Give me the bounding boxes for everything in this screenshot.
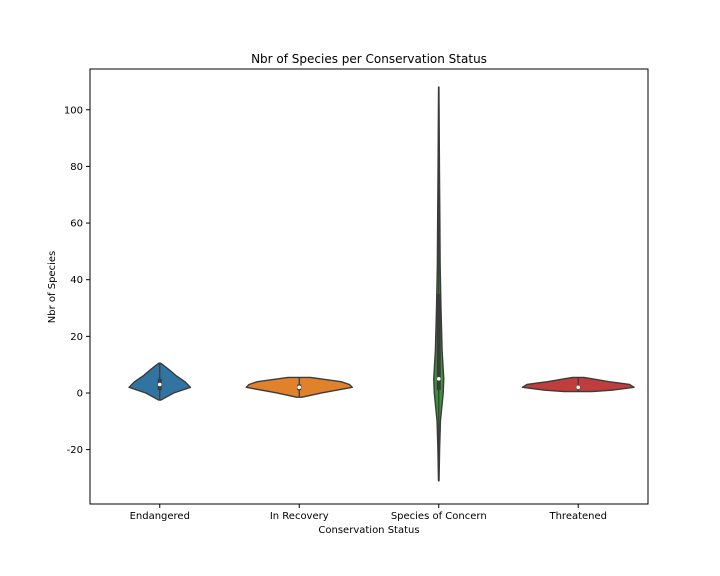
x-tick-label: Threatened (548, 511, 607, 522)
violin-median-point (436, 377, 441, 381)
x-ticks-group: Endangered In Recovery Species of Concern T… (130, 504, 607, 522)
y-ticks-group: -20 0 20 40 60 80 100 (64, 105, 90, 456)
x-axis-label: Conservation Status (318, 525, 419, 536)
violin-median-point (157, 382, 162, 387)
y-axis-label: Nbr of Species (47, 251, 58, 323)
chart-title: Nbr of Species per Conservation Status (251, 52, 487, 66)
x-tick-label: Species of Concern (391, 511, 487, 522)
y-tick-label: 0 (77, 388, 83, 399)
y-tick-label: 100 (64, 105, 83, 116)
y-tick-label: 60 (70, 219, 83, 230)
y-tick-label: 80 (70, 162, 83, 173)
plot-frame (89, 68, 649, 505)
x-tick-label: Endangered (130, 511, 190, 522)
violin-median-point (297, 385, 302, 390)
violin-median-point (576, 385, 581, 390)
violins-group (128, 86, 635, 482)
y-tick-label: 20 (70, 332, 83, 343)
y-tick-label: -20 (67, 445, 83, 456)
y-tick-label: 40 (70, 275, 83, 286)
x-tick-label: In Recovery (270, 511, 329, 522)
